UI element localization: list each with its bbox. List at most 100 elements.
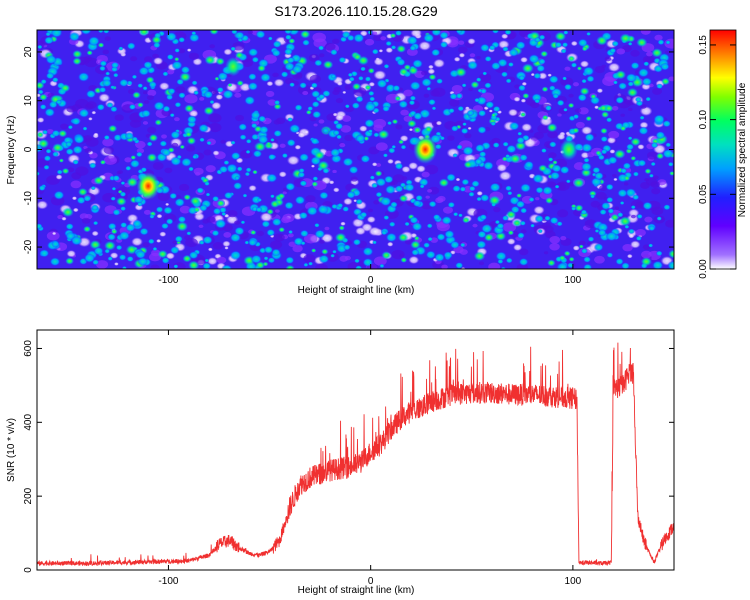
heatmap-cell: [560, 235, 567, 241]
heatmap-cell: [341, 115, 352, 122]
heatmap-cell: [275, 209, 280, 213]
heatmap-cell: [339, 255, 349, 262]
heatmap-cell: [590, 200, 601, 208]
heatmap-cell: [130, 56, 138, 62]
heatmap-cell: [430, 30, 442, 37]
heatmap-cell: [430, 48, 441, 57]
heatmap-cell: [502, 141, 509, 147]
heatmap-cell: [354, 258, 360, 264]
heatmap-cell: [398, 194, 409, 203]
heatmap-cell: [72, 207, 79, 213]
heatmap-cell: [37, 81, 45, 90]
heatmap-cell: [521, 63, 534, 74]
heatmap-cell: [72, 145, 84, 155]
heatmap-cell: [174, 101, 182, 108]
heatmap-cell: [364, 118, 375, 128]
heatmap-cell: [540, 148, 547, 154]
heatmap-cell: [165, 202, 170, 206]
heatmap-cell: [401, 176, 408, 180]
heatmap-cell: [594, 255, 605, 264]
heatmap-cell: [184, 94, 198, 104]
heatmap-cell: [625, 143, 635, 151]
heatmap-cell: [636, 37, 648, 48]
heatmap-cell: [273, 233, 285, 242]
heatmap-cell: [174, 197, 186, 208]
heatmap-cell: [119, 205, 127, 212]
heatmap-cell: [447, 201, 456, 209]
heatmap-cell: [118, 78, 129, 87]
heatmap-cell: [382, 153, 389, 158]
heatmap-cell: [271, 217, 282, 227]
heatmap-cell: [174, 48, 181, 53]
heatmap-cell: [278, 227, 285, 233]
heatmap-cell: [352, 33, 365, 43]
heatmap-cell: [551, 164, 562, 173]
heatmap-cell: [294, 144, 302, 150]
heatmap-cell: [455, 67, 467, 78]
heatmap-cell: [410, 30, 422, 38]
heatmap-cell: [554, 31, 567, 42]
heatmap-cell: [578, 244, 584, 249]
heatmap-cell: [652, 175, 659, 180]
heatmap-cell: [245, 167, 252, 173]
heatmap-cell: [58, 129, 68, 138]
heatmap-cell: [528, 54, 540, 64]
heatmap-cell: [203, 106, 215, 116]
heatmap-cell: [60, 83, 71, 93]
heatmap-cell: [102, 49, 110, 55]
heatmap-cell: [533, 72, 542, 80]
heatmap-cell: [549, 216, 559, 225]
heatmap-cell: [563, 250, 571, 257]
heatmap-cell: [131, 74, 138, 80]
heatmap-cell: [461, 178, 470, 186]
heatmap-cell: [476, 55, 481, 60]
heatmap-cell: [257, 64, 266, 72]
colorbar-tick-label: 0.00: [698, 259, 709, 279]
heatmap-cell: [271, 49, 281, 57]
heatmap-cell: [37, 89, 44, 95]
heatmap-cell: [124, 157, 132, 163]
heatmap-cell: [518, 257, 529, 266]
heatmap-cell: [263, 256, 269, 261]
heatmap-cell: [521, 123, 533, 132]
heatmap-cell: [153, 57, 164, 65]
heatmap-cell: [472, 223, 478, 228]
heatmap-cell: [517, 131, 523, 136]
heatmap-cell: [627, 136, 633, 141]
heatmap-cell: [60, 123, 69, 130]
heatmap-cell: [572, 82, 579, 87]
heatmap-cell: [484, 82, 492, 89]
heatmap-cell: [502, 46, 509, 52]
heatmap-cell: [586, 31, 592, 36]
heatmap-cell: [408, 66, 419, 75]
heatmap-cell: [385, 83, 396, 93]
heatmap-cell: [212, 241, 224, 250]
heatmap-cell: [580, 151, 590, 159]
heatmap-cell: [627, 228, 635, 235]
heatmap-cell: [572, 245, 580, 251]
heatmap-cell: [650, 181, 660, 188]
heatmap-cell: [270, 199, 280, 208]
heatmap-cell: [624, 224, 630, 229]
heatmap-cell: [507, 61, 515, 68]
heatmap-cell: [359, 211, 368, 218]
heatmap-cell: [464, 133, 472, 139]
heatmap-cell: [422, 33, 435, 43]
heatmap-cell: [541, 114, 549, 121]
heatmap-cell: [474, 158, 483, 166]
heatmap-cell: [630, 214, 636, 219]
heatmap-cell: [75, 98, 89, 109]
heatmap-cell: [317, 45, 325, 51]
heatmap-cell: [413, 235, 420, 241]
heatmap-cell: [272, 72, 279, 78]
heatmap-cell: [311, 100, 320, 108]
heatmap-cell: [505, 257, 513, 264]
heatmap-cell: [56, 169, 63, 175]
heatmap-cell: [314, 222, 320, 228]
heatmap-cell: [205, 192, 211, 197]
heatmap-cell: [398, 139, 405, 145]
heatmap-cell: [202, 262, 212, 269]
heatmap-cell: [292, 244, 303, 253]
heatmap-cell: [110, 196, 117, 201]
heatmap-xtick-label: -100: [158, 275, 178, 286]
